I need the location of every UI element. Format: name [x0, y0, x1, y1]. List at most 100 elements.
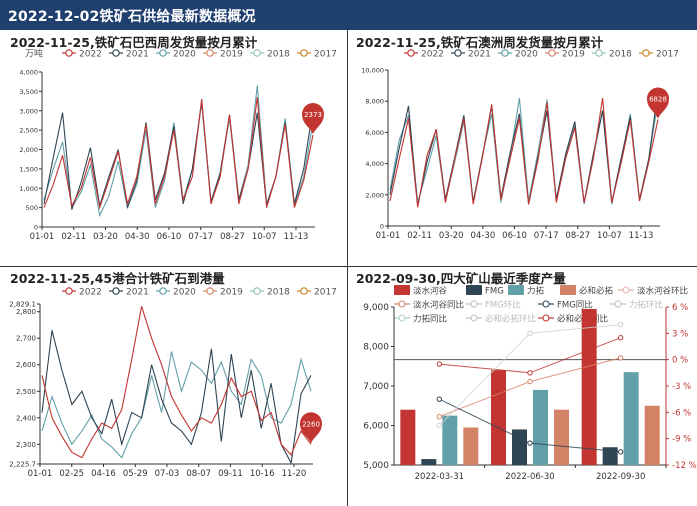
legend-label-2018: 2018: [609, 50, 632, 60]
legend-label-2017: 2017: [656, 50, 679, 60]
legend-marker: [470, 300, 478, 308]
legend-label: 力拓同比: [413, 314, 447, 325]
x-tick-label: 2022-09-30: [596, 472, 645, 482]
y-tick-label: 9,000: [363, 303, 389, 313]
y-tick-label: 1,000: [19, 185, 38, 193]
legend-marker: [614, 300, 622, 308]
y2-tick-label: -6 %: [672, 408, 691, 418]
legend-marker-2021: [112, 49, 120, 57]
bar-必和必拓: [644, 405, 660, 465]
legend-label: 淡水河谷环比: [637, 286, 688, 297]
x-tick-label: 08-07: [186, 469, 211, 479]
legend-label-2019: 2019: [220, 50, 243, 60]
y-tick-label: 6,000: [363, 422, 389, 432]
legend-label: 淡水河谷同比: [413, 300, 464, 311]
latest-value-marker-label: 6828: [649, 95, 667, 103]
pct-point-必和必拓同比: [436, 361, 443, 367]
y-tick-label: 2,225.7: [9, 461, 36, 469]
legend-marker-2020: [501, 49, 509, 57]
x-tick-label: 07-03: [155, 469, 180, 479]
legend-marker-2022: [407, 49, 415, 57]
legend-marker: [542, 300, 550, 308]
y-tick-label: 3,000: [19, 107, 38, 115]
latest-value-marker: 2373: [302, 103, 324, 135]
legend-label-2021: 2021: [468, 50, 491, 60]
brazil-chart-title: 2022-11-25,铁矿石巴西周发货量按月累计: [10, 35, 258, 50]
y2-tick-label: -9 %: [672, 435, 691, 445]
legend-label-2021: 2021: [126, 50, 149, 60]
latest-value-marker-label: 2260: [302, 420, 320, 428]
legend-label-2022: 2022: [79, 50, 102, 60]
legend-swatch: [508, 285, 524, 295]
legend-marker-2022: [65, 49, 73, 57]
legend-marker: [398, 300, 406, 308]
y-tick-label: 5,000: [363, 461, 389, 471]
pct-point-FMG同比: [527, 440, 533, 446]
bar-力拓: [442, 415, 458, 465]
legend-label: 力拓环比: [629, 300, 663, 311]
series-line-2022: [43, 97, 314, 210]
legend-label: FMG环比: [485, 300, 521, 311]
y-tick-label: 2,000: [19, 146, 38, 154]
brazil-shipments-chart: 2022 2021 2020 2019 2018 2017 万吨 0 500 1,000 1,500…: [19, 48, 337, 243]
legend-label-2018: 2018: [267, 50, 290, 60]
y-tick-label: 0: [380, 223, 384, 231]
x-tick-label: 10-16: [250, 469, 275, 479]
x-tick-label: 09-11: [218, 469, 243, 479]
legend-label-2017: 2017: [314, 50, 337, 60]
legend-label-2022: 2022: [421, 50, 444, 60]
y2-tick-label: 0 %: [672, 356, 688, 366]
y-tick-label: 6,000: [365, 129, 384, 137]
x-tick-label: 02-25: [59, 469, 84, 479]
latest-value-marker-shape: [302, 103, 324, 135]
x-tick-label: 2022-06-30: [505, 472, 554, 482]
pct-point-淡水河谷同比: [436, 414, 443, 420]
x-tick-label: 01-01: [28, 469, 53, 479]
legend-label-2019: 2019: [562, 50, 585, 60]
bar-FMG: [512, 429, 527, 465]
legend-swatch: [466, 285, 482, 295]
legend-marker-2021: [112, 287, 120, 295]
y-tick-label: 8,000: [363, 343, 389, 353]
y-tick-label: 7,000: [363, 382, 389, 392]
legend-marker-2022: [65, 287, 73, 295]
y-tick-label: 2,829.1: [9, 301, 36, 309]
y-tick-label: 8,000: [365, 98, 384, 106]
legend-marker-2019: [206, 287, 214, 295]
x-tick-label: 01-01: [30, 232, 55, 242]
y-tick-label: 500: [26, 204, 38, 212]
australia-chart-title: 2022-11-25,铁矿石澳洲周发货量按月累计: [356, 35, 604, 50]
x-tick-label: 01-01: [376, 231, 401, 241]
y-tick-label: 3,500: [19, 88, 38, 96]
x-tick-label: 11-20: [282, 469, 307, 479]
x-tick-label: 11-13: [629, 231, 654, 241]
legend-marker-2020: [159, 287, 167, 295]
legend-marker-2018: [253, 287, 261, 295]
bar-淡水河谷: [491, 370, 506, 465]
x-tick-label: 07-17: [534, 231, 559, 241]
legend-marker-2018: [595, 49, 603, 57]
legend-marker-2019: [206, 49, 214, 57]
legend-label: 必和必拓: [579, 286, 614, 297]
legend-label-2018: 2018: [267, 288, 290, 298]
bar-力拓: [623, 372, 639, 465]
latest-value-marker-label: 2373: [304, 111, 322, 119]
legend-label: 淡水河谷: [413, 286, 448, 297]
legend-marker: [542, 314, 550, 322]
port-arrivals-chart-title: 2022-11-25,45港合计铁矿石到港量: [10, 271, 225, 286]
y-tick-label: 2,300: [16, 441, 36, 449]
x-tick-label: 06-10: [502, 231, 527, 241]
bar-FMG: [421, 459, 437, 465]
legend-swatch: [394, 285, 410, 295]
y-tick-label: 4,000: [19, 69, 38, 77]
series-line-2020: [43, 85, 314, 218]
legend-marker-2018: [253, 49, 261, 57]
series-line-2022: [41, 306, 312, 459]
x-tick-label: 11-13: [284, 232, 309, 242]
y-tick-label: 2,800: [16, 308, 36, 316]
panel-divider-horizontal: [0, 266, 697, 267]
y-tick-label: 4,000: [365, 160, 384, 168]
pct-point-FMG同比: [436, 396, 443, 402]
bar-淡水河谷: [400, 409, 416, 465]
